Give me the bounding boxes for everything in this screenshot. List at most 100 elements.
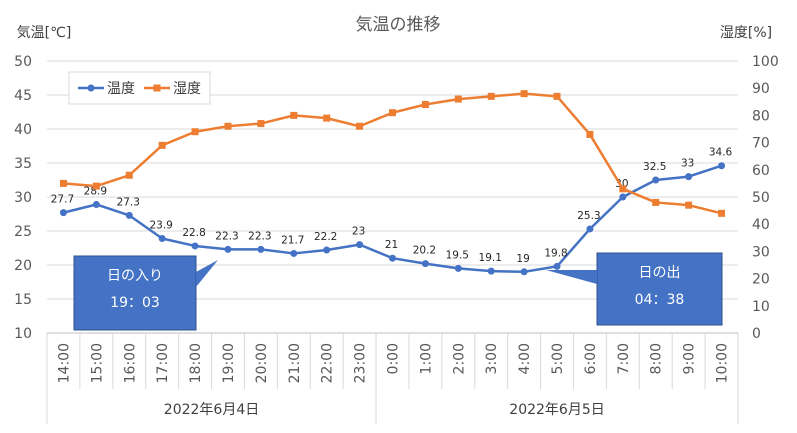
x-tick-label: 2:00: [451, 343, 467, 374]
data-point: [257, 120, 265, 128]
y-right-tick-label: 40: [752, 217, 770, 233]
data-label: 19.8: [544, 247, 567, 259]
data-point: [389, 254, 396, 262]
y-left-tick-label: 25: [14, 224, 32, 240]
data-point: [718, 162, 726, 170]
data-label: 28.9: [84, 185, 107, 197]
data-label: 25.3: [577, 210, 600, 222]
data-point: [125, 171, 133, 179]
y-axis-right-ticks: 0 10 20 30 40 50 60 70 80 90 100: [752, 54, 779, 342]
y-left-tick-label: 45: [14, 88, 32, 104]
data-point: [619, 185, 627, 193]
data-point: [356, 241, 364, 249]
data-label: 34.6: [709, 147, 733, 159]
y-left-tick-label: 50: [14, 54, 32, 70]
callout-text: 日の入り: [107, 268, 163, 284]
data-label: 23.9: [149, 219, 172, 231]
x-tick-label: 7:00: [616, 343, 632, 374]
x-tick-label: 22:00: [320, 343, 336, 383]
y-right-tick-label: 100: [752, 54, 779, 70]
data-label: 19.1: [479, 252, 502, 264]
data-point: [59, 179, 67, 187]
date-group-label: 2022年6月4日: [164, 402, 259, 418]
series-layer: 27.7 28.9 27.3 23.9 22.8 22.3 22.3 21.7 22.2 23 21…: [51, 90, 733, 276]
callout-box: [596, 252, 723, 326]
legend-marker: [87, 84, 95, 92]
x-tick-label: 1:00: [418, 343, 434, 374]
data-label: 23: [352, 226, 365, 238]
y-right-tick-label: 70: [752, 136, 770, 152]
x-tick-label: 6:00: [583, 343, 599, 374]
callout-text: 04：38: [635, 292, 685, 308]
y-left-tick-label: 40: [14, 122, 32, 138]
y-left-tick-label: 30: [14, 190, 32, 206]
data-point: [191, 242, 199, 250]
data-label: 22.3: [248, 230, 271, 242]
data-label: 22.3: [215, 230, 238, 242]
data-point: [586, 225, 594, 233]
x-tick-label: 18:00: [188, 343, 204, 383]
data-point: [487, 92, 495, 100]
data-point: [125, 211, 133, 219]
x-tick-label: 15:00: [89, 343, 105, 383]
data-label: 33: [681, 158, 694, 170]
y-left-tick-label: 35: [14, 156, 32, 172]
data-point: [158, 141, 166, 149]
x-tick-label: 8:00: [649, 343, 665, 374]
x-tick-label: 21:00: [287, 343, 303, 383]
x-tick-label: 3:00: [484, 343, 500, 374]
series-humidity: [59, 90, 726, 217]
x-tick-label: 16:00: [122, 343, 138, 383]
date-group-label: 2022年6月5日: [509, 402, 604, 418]
x-axis: 14:00 15:00 16:00 17:00 18:00 19:00 20:00 21:00…: [46, 332, 739, 424]
x-tick-label: 10:00: [715, 343, 731, 383]
data-point: [454, 264, 462, 272]
chart-title: 気温の推移: [356, 15, 441, 35]
y-right-tick-label: 0: [752, 326, 761, 342]
data-label: 32.5: [643, 161, 666, 173]
data-point: [652, 176, 660, 184]
annotations: 日の入り 19：03 日の出 04：38: [73, 252, 723, 331]
callout: 日の入り 19：03: [73, 255, 218, 331]
series-temperature: 27.7 28.9 27.3 23.9 22.8 22.3 22.3 21.7 22.2 23 21…: [51, 147, 733, 276]
x-tick-label: 5:00: [550, 343, 566, 374]
data-point: [520, 268, 528, 276]
callout: 日の出 04：38: [546, 252, 723, 326]
x-tick-label: 0:00: [386, 343, 402, 374]
data-label: 21: [385, 239, 398, 251]
y-left-tick-label: 20: [14, 258, 32, 274]
callout-box: [73, 255, 197, 331]
data-label: 22.2: [314, 231, 337, 243]
data-point: [158, 234, 166, 242]
x-tick-label: 14:00: [56, 343, 72, 383]
data-point: [619, 193, 627, 201]
data-point: [553, 262, 561, 270]
legend-marker: [153, 84, 161, 92]
data-point: [92, 200, 100, 208]
x-tick-label: 19:00: [221, 343, 237, 383]
data-label: 27.3: [117, 196, 140, 208]
data-point: [421, 260, 429, 268]
callout-text: 日の出: [639, 265, 681, 281]
data-label: 19: [516, 253, 529, 265]
data-point: [191, 128, 199, 136]
x-tick-label: 20:00: [254, 343, 270, 383]
legend-label: 湿度: [173, 81, 201, 97]
data-point: [323, 246, 331, 254]
y-right-tick-label: 90: [752, 81, 770, 97]
data-point: [356, 122, 364, 130]
data-point: [421, 101, 429, 109]
y-left-tick-label: 15: [14, 292, 32, 308]
data-point: [92, 182, 100, 190]
callout-pointer: [546, 270, 597, 284]
data-label: 20.2: [413, 245, 436, 257]
data-point: [224, 245, 232, 253]
data-label: 27.7: [51, 194, 74, 206]
data-point: [389, 109, 396, 117]
y-right-tick-label: 20: [752, 272, 770, 288]
y-axis-left-title: 気温[℃]: [17, 25, 72, 41]
data-point: [323, 114, 331, 122]
data-point: [685, 201, 693, 209]
